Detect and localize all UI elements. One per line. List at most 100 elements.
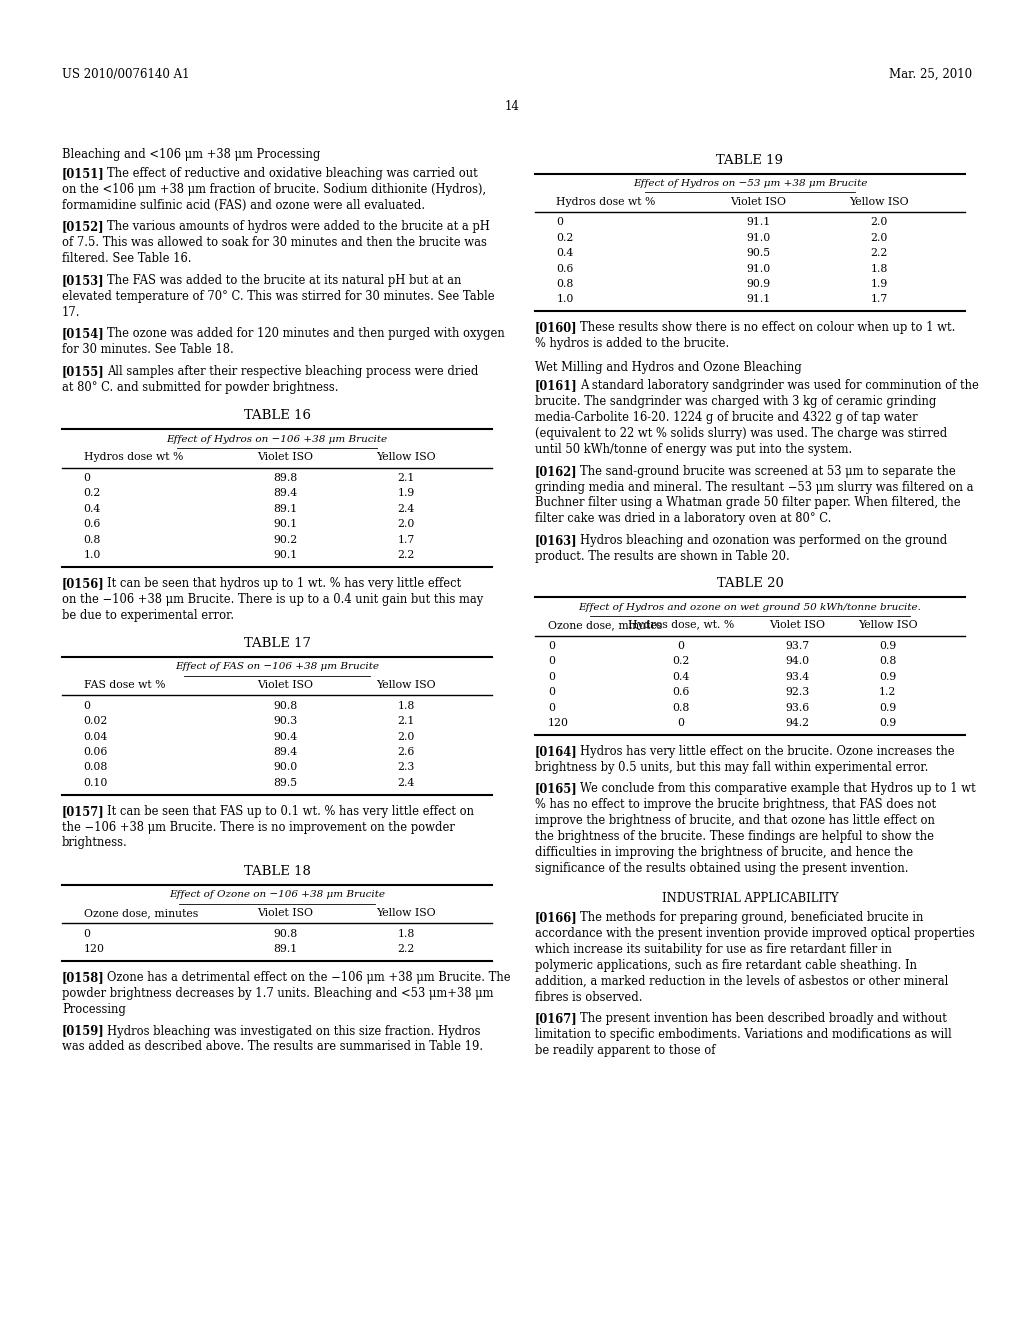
Text: on the <106 μm +38 μm fraction of brucite. Sodium dithionite (Hydros),: on the <106 μm +38 μm fraction of brucit…	[62, 182, 486, 195]
Text: improve the brightness of brucite, and that ozone has little effect on: improve the brightness of brucite, and t…	[535, 814, 935, 828]
Text: 0.06: 0.06	[84, 747, 108, 756]
Text: was added as described above. The results are summarised in Table 19.: was added as described above. The result…	[62, 1040, 483, 1053]
Text: 89.4: 89.4	[273, 488, 298, 499]
Text: Wet Milling and Hydros and Ozone Bleaching: Wet Milling and Hydros and Ozone Bleachi…	[535, 360, 802, 374]
Text: [0159]: [0159]	[62, 1024, 104, 1038]
Text: Violet ISO: Violet ISO	[258, 680, 313, 690]
Text: 120: 120	[84, 944, 104, 954]
Text: The present invention has been described broadly and without: The present invention has been described…	[581, 1012, 947, 1026]
Text: Violet ISO: Violet ISO	[258, 453, 313, 462]
Text: TABLE 17: TABLE 17	[244, 638, 310, 651]
Text: The various amounts of hydros were added to the brucite at a pH: The various amounts of hydros were added…	[108, 220, 490, 234]
Text: These results show there is no effect on colour when up to 1 wt.: These results show there is no effect on…	[581, 321, 955, 334]
Text: 1.8: 1.8	[397, 929, 415, 939]
Text: 0: 0	[678, 642, 685, 651]
Text: brucite. The sandgrinder was charged with 3 kg of ceramic grinding: brucite. The sandgrinder was charged wit…	[535, 395, 936, 408]
Text: [0165]: [0165]	[535, 783, 578, 796]
Text: accordance with the present invention provide improved optical properties: accordance with the present invention pr…	[535, 927, 975, 940]
Text: 120: 120	[548, 718, 569, 727]
Text: Yellow ISO: Yellow ISO	[858, 620, 918, 630]
Text: 0: 0	[556, 218, 563, 227]
Text: 2.0: 2.0	[870, 232, 888, 243]
Text: 17.: 17.	[62, 306, 81, 318]
Text: 2.2: 2.2	[870, 248, 888, 259]
Text: 0.6: 0.6	[673, 688, 690, 697]
Text: 91.1: 91.1	[746, 218, 771, 227]
Text: Hydros dose wt %: Hydros dose wt %	[556, 197, 656, 207]
Text: [0155]: [0155]	[62, 364, 104, 378]
Text: significance of the results obtained using the present invention.: significance of the results obtained usi…	[535, 862, 908, 875]
Text: 0: 0	[678, 718, 685, 727]
Text: Yellow ISO: Yellow ISO	[849, 197, 909, 207]
Text: 1.0: 1.0	[84, 550, 101, 560]
Text: 0.8: 0.8	[84, 535, 101, 545]
Text: 89.5: 89.5	[273, 777, 298, 788]
Text: grinding media and mineral. The resultant −53 μm slurry was filtered on a: grinding media and mineral. The resultan…	[535, 480, 974, 494]
Text: 1.8: 1.8	[870, 264, 888, 273]
Text: US 2010/0076140 A1: US 2010/0076140 A1	[62, 69, 189, 81]
Text: 0: 0	[84, 473, 90, 483]
Text: The FAS was added to the brucite at its natural pH but at an: The FAS was added to the brucite at its …	[108, 273, 462, 286]
Text: Effect of Hydros on −106 +38 μm Brucite: Effect of Hydros on −106 +38 μm Brucite	[167, 434, 387, 444]
Text: Yellow ISO: Yellow ISO	[376, 908, 436, 917]
Text: It can be seen that FAS up to 0.1 wt. % has very little effect on: It can be seen that FAS up to 0.1 wt. % …	[108, 805, 474, 817]
Text: 90.3: 90.3	[273, 717, 298, 726]
Text: 0: 0	[84, 929, 90, 939]
Text: [0157]: [0157]	[62, 805, 104, 817]
Text: 2.0: 2.0	[397, 519, 415, 529]
Text: TABLE 16: TABLE 16	[244, 409, 310, 422]
Text: TABLE 20: TABLE 20	[717, 577, 783, 590]
Text: Buchner filter using a Whatman grade 50 filter paper. When filtered, the: Buchner filter using a Whatman grade 50 …	[535, 496, 961, 510]
Text: 0.6: 0.6	[556, 264, 573, 273]
Text: [0162]: [0162]	[535, 465, 578, 478]
Text: Hydros dose wt %: Hydros dose wt %	[84, 453, 183, 462]
Text: 0.04: 0.04	[84, 731, 108, 742]
Text: [0152]: [0152]	[62, 220, 104, 234]
Text: 0.9: 0.9	[879, 718, 896, 727]
Text: 90.0: 90.0	[273, 763, 298, 772]
Text: The sand-ground brucite was screened at 53 μm to separate the: The sand-ground brucite was screened at …	[581, 465, 956, 478]
Text: 2.4: 2.4	[397, 777, 415, 788]
Text: 90.8: 90.8	[273, 929, 298, 939]
Text: formamidine sulfinic acid (FAS) and ozone were all evaluated.: formamidine sulfinic acid (FAS) and ozon…	[62, 198, 425, 211]
Text: A standard laboratory sandgrinder was used for comminution of the: A standard laboratory sandgrinder was us…	[581, 379, 979, 392]
Text: 0: 0	[548, 702, 555, 713]
Text: 90.4: 90.4	[273, 731, 298, 742]
Text: brightness by 0.5 units, but this may fall within experimental error.: brightness by 0.5 units, but this may fa…	[535, 760, 929, 774]
Text: 91.0: 91.0	[746, 264, 771, 273]
Text: 0.08: 0.08	[84, 763, 108, 772]
Text: 1.7: 1.7	[397, 535, 415, 545]
Text: on the −106 +38 μm Brucite. There is up to a 0.4 unit gain but this may: on the −106 +38 μm Brucite. There is up …	[62, 593, 483, 606]
Text: 89.8: 89.8	[273, 473, 298, 483]
Text: 2.2: 2.2	[397, 550, 415, 560]
Text: 2.0: 2.0	[870, 218, 888, 227]
Text: fibres is observed.: fibres is observed.	[535, 990, 642, 1003]
Text: Violet ISO: Violet ISO	[730, 197, 786, 207]
Text: 90.1: 90.1	[273, 519, 298, 529]
Text: 1.2: 1.2	[879, 688, 896, 697]
Text: 94.2: 94.2	[785, 718, 809, 727]
Text: 89.1: 89.1	[273, 504, 298, 513]
Text: 94.0: 94.0	[785, 656, 809, 667]
Text: Effect of Hydros and ozone on wet ground 50 kWh/tonne brucite.: Effect of Hydros and ozone on wet ground…	[579, 602, 922, 611]
Text: brightness.: brightness.	[62, 837, 128, 850]
Text: Processing: Processing	[62, 1003, 126, 1016]
Text: 0.4: 0.4	[673, 672, 690, 681]
Text: Hydros has very little effect on the brucite. Ozone increases the: Hydros has very little effect on the bru…	[581, 744, 954, 758]
Text: 89.1: 89.1	[273, 944, 298, 954]
Text: filtered. See Table 16.: filtered. See Table 16.	[62, 252, 191, 265]
Text: 90.8: 90.8	[273, 701, 298, 711]
Text: Ozone dose, minutes: Ozone dose, minutes	[548, 620, 663, 630]
Text: [0164]: [0164]	[535, 744, 578, 758]
Text: Yellow ISO: Yellow ISO	[376, 453, 436, 462]
Text: 1.0: 1.0	[556, 294, 573, 305]
Text: limitation to specific embodiments. Variations and modifications as will: limitation to specific embodiments. Vari…	[535, 1028, 951, 1041]
Text: 0.6: 0.6	[84, 519, 101, 529]
Text: 2.4: 2.4	[397, 504, 415, 513]
Text: 1.9: 1.9	[397, 488, 415, 499]
Text: The ozone was added for 120 minutes and then purged with oxygen: The ozone was added for 120 minutes and …	[108, 327, 505, 341]
Text: 0.4: 0.4	[556, 248, 573, 259]
Text: 0.9: 0.9	[879, 702, 896, 713]
Text: be readily apparent to those of: be readily apparent to those of	[535, 1044, 716, 1057]
Text: [0156]: [0156]	[62, 577, 104, 590]
